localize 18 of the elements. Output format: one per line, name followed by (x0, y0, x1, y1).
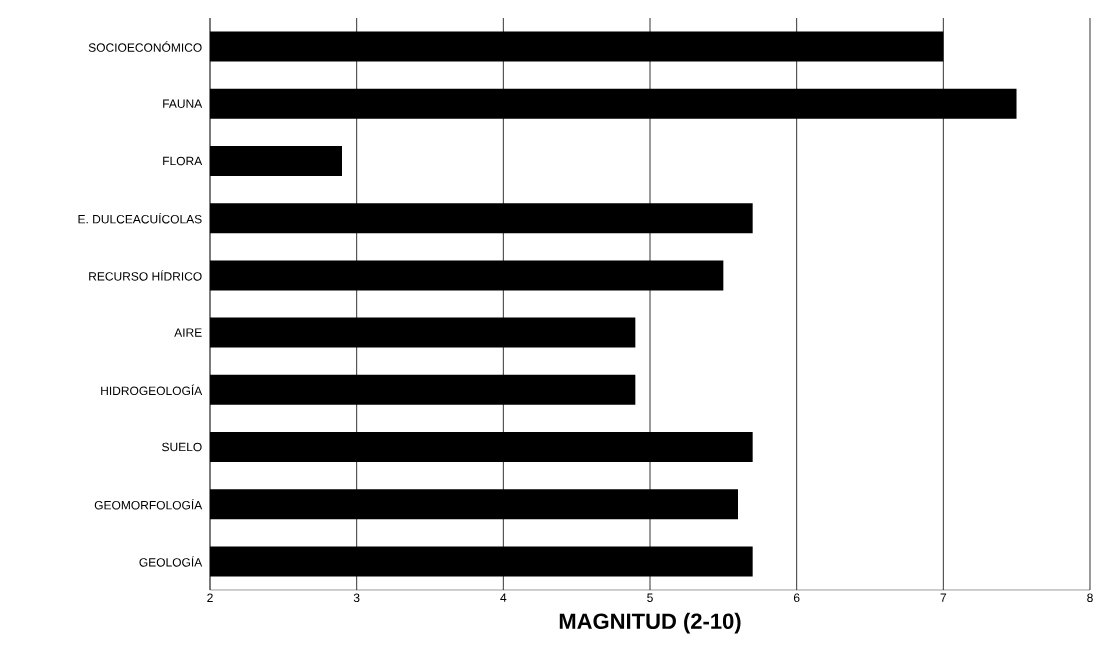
x-tick-label: 3 (353, 593, 360, 603)
x-tick-label: 5 (647, 593, 653, 602)
y-tick-label: HIDROGEOLOGÍA (101, 384, 203, 396)
x-tick-label: 4 (500, 593, 507, 602)
y-tick-label: RECURSO HÍDRICO (89, 270, 202, 281)
y-tick-label: FLORA (163, 156, 203, 166)
x-axis-title: MAGNITUD (2-10) (559, 612, 741, 634)
y-tick-label: SOCIOECONÓMICO (88, 41, 202, 52)
y-tick-label: E. DULCEACUÍCOLAS (78, 212, 202, 224)
x-tick-label: 2 (207, 593, 213, 602)
x-tick-label: 7 (940, 593, 947, 602)
x-tick-label: 8 (1087, 593, 1093, 603)
y-tick-label: AIRE (174, 328, 202, 337)
y-tick-label: GEOLOGÍA (139, 556, 203, 567)
y-tick-label: FAUNA (163, 99, 203, 108)
y-tick-label: GEOMORFOLOGÍA (94, 498, 203, 510)
y-tick-label: SUELO (162, 442, 202, 452)
x-tick-label: 6 (793, 593, 800, 603)
